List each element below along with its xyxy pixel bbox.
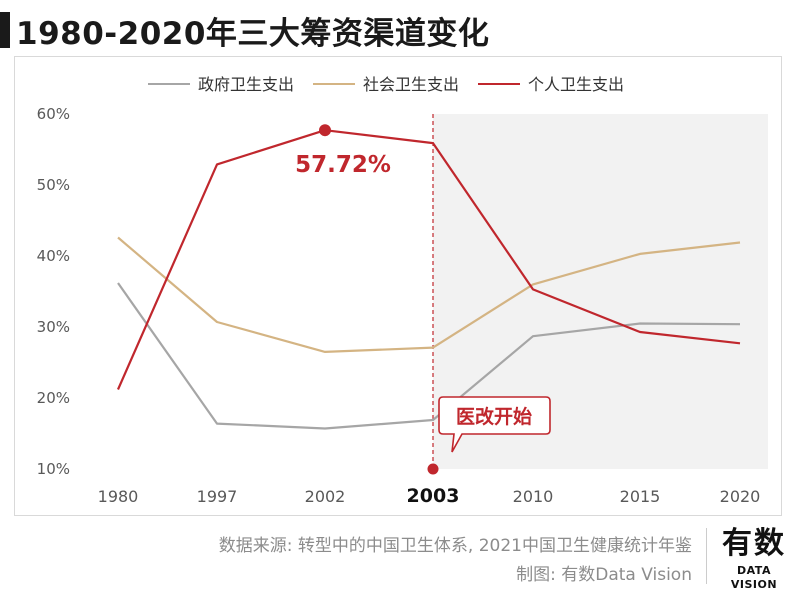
brand-logo: 有数 DATA VISION (714, 524, 794, 592)
source-note: 数据来源: 转型中的中国卫生体系, 2021中国卫生健康统计年鉴 制图: 有数D… (219, 532, 692, 590)
series-line (116, 129, 741, 390)
chart-frame (14, 56, 782, 516)
source-line-data: 数据来源: 转型中的中国卫生体系, 2021中国卫生健康统计年鉴 (218, 536, 692, 556)
y-tick-label: 10% (37, 460, 70, 478)
reform-point-marker (427, 463, 439, 475)
reform-callout-box (438, 396, 551, 453)
x-tick-label: 2010 (513, 487, 554, 506)
y-tick-label: 40% (37, 247, 70, 265)
y-tick-label: 60% (37, 105, 70, 123)
legend-label: 社会卫生支出 (363, 75, 459, 94)
x-tick-label: 1980 (98, 487, 139, 506)
y-tick-label: 20% (37, 389, 70, 407)
y-tick-label: 50% (37, 176, 70, 194)
peak-value-label: 57.72% (295, 152, 391, 178)
x-tick-label: 1997 (197, 487, 238, 506)
logo-divider (706, 528, 707, 584)
chart-title: 1980-2020年三大筹资渠道变化 (16, 16, 490, 52)
title-accent-bar (0, 12, 10, 48)
logo-subtext: DATA VISION (730, 564, 778, 591)
reform-callout-label: 医改开始 (456, 405, 532, 428)
legend-label: 政府卫生支出 (198, 75, 294, 94)
logo-text: 有数 (722, 526, 786, 561)
x-tick-label-highlight: 2003 (407, 485, 460, 507)
y-tick-label: 30% (37, 318, 70, 336)
x-tick-label: 2020 (720, 487, 761, 506)
series-line (117, 282, 741, 430)
peak-point-marker (319, 124, 331, 137)
series-line (117, 236, 741, 353)
legend-label: 个人卫生支出 (528, 75, 624, 94)
x-tick-label: 2002 (305, 487, 346, 506)
line-chart: 10% 20% 30% 40% 50% 60% 1980 1997 2002 2003 2010 20… (37, 75, 768, 507)
x-tick-label: 2015 (620, 487, 661, 506)
source-line-credit: 制图: 有数Data Vision (516, 565, 692, 585)
